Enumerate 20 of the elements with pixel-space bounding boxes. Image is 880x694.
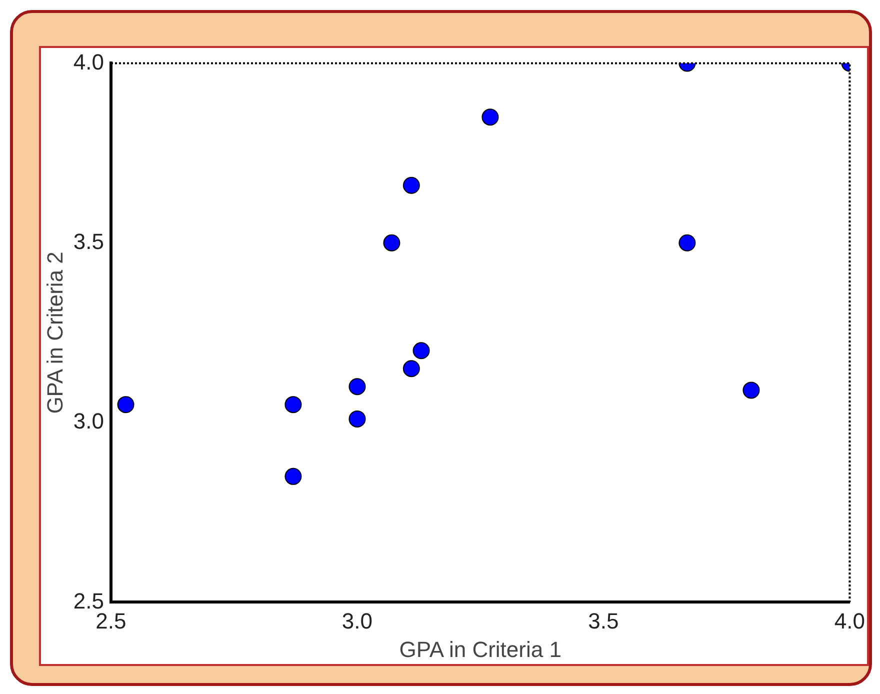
point [742, 382, 760, 399]
point [284, 468, 302, 485]
point [117, 396, 134, 414]
point [383, 234, 400, 252]
point [284, 396, 302, 414]
point [402, 176, 420, 194]
point [402, 360, 420, 378]
y-tick-label: 4.0 [73, 49, 104, 74]
point [348, 378, 366, 396]
point [482, 108, 499, 126]
x-tick-label: 3.0 [342, 608, 373, 634]
y-tick-label: 3.0 [73, 408, 104, 434]
point [412, 342, 430, 360]
x-tick-label: 3.5 [588, 608, 619, 634]
x-axis-title: GPA in Criteria 1 [399, 636, 562, 662]
y-tick-label: 3.5 [73, 228, 104, 254]
point [348, 410, 366, 428]
point [678, 234, 696, 252]
x-tick-label: 4.0 [834, 608, 866, 634]
y-axis-title: GPA in Criteria 2 [42, 252, 68, 414]
